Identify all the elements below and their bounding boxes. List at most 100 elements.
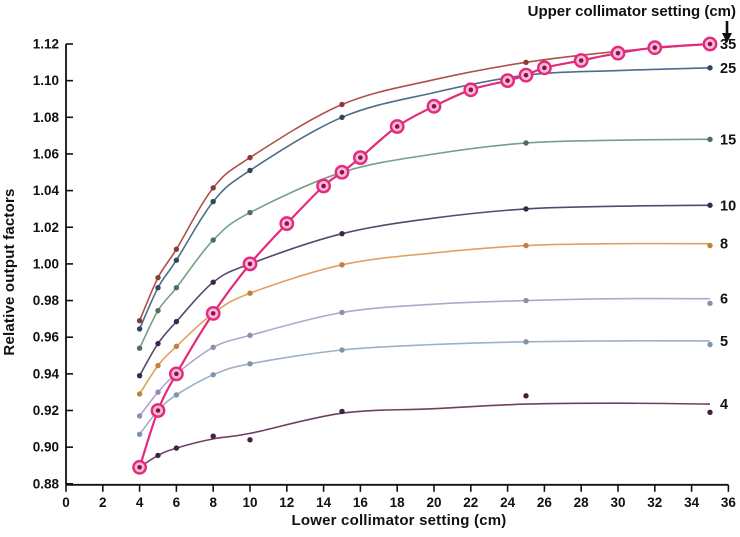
x-tick-label: 26	[537, 495, 553, 510]
curve-label-35: 35	[720, 37, 736, 53]
curve-8-marker	[523, 242, 529, 249]
x-tick-label: 0	[62, 495, 70, 510]
curve-25-marker	[210, 198, 216, 205]
curve-4-marker	[523, 393, 529, 399]
curve-15-marker	[155, 307, 161, 314]
x-tick-label: 30	[610, 495, 625, 510]
curve-10-marker	[210, 279, 216, 285]
curve-6-marker	[136, 413, 143, 419]
square-field-ring-center	[505, 78, 510, 83]
curve-10	[138, 204, 711, 377]
curve-15-marker	[210, 237, 216, 243]
curve-label-25: 25	[720, 61, 736, 77]
square-field-ring-center	[394, 124, 400, 129]
curve-35-marker	[247, 154, 253, 161]
curve-10-marker	[707, 202, 713, 208]
curve-5-marker	[707, 341, 713, 348]
square-field-ring-center	[578, 58, 584, 63]
square-field-ring-center	[652, 45, 658, 50]
curve-35-marker	[523, 59, 529, 66]
curve-10-marker	[523, 206, 529, 212]
square-field-ring-center	[358, 155, 363, 160]
curve-4-marker	[210, 433, 216, 439]
x-tick-label: 32	[647, 495, 662, 510]
square-field-ring-center	[155, 408, 161, 413]
y-tick-label: 0.96	[33, 330, 60, 345]
curve-4-marker	[247, 437, 253, 443]
square-field-ring-center	[542, 65, 547, 71]
curve-6	[138, 297, 711, 417]
y-axis-title: Relative output factors	[1, 188, 18, 356]
square-field-ring-center	[321, 183, 326, 189]
x-tick-label: 4	[136, 495, 144, 510]
x-tick-label: 6	[173, 495, 181, 510]
curve-6-marker	[210, 344, 216, 350]
curve-15-marker	[707, 136, 713, 142]
curve-35-marker	[173, 246, 180, 252]
x-tick-label: 28	[574, 495, 590, 510]
curve-label-5: 5	[720, 334, 728, 350]
x-tick-label: 36	[721, 495, 737, 510]
y-tick-label: 0.98	[33, 293, 60, 308]
curve-8-marker	[173, 343, 180, 350]
curve-35-marker	[136, 318, 143, 324]
x-tick-label: 12	[279, 495, 294, 510]
x-tick-label: 18	[390, 495, 406, 510]
y-tick-label: 1.04	[33, 183, 60, 198]
curve-5-marker	[136, 431, 143, 438]
square-field-ring-center	[707, 41, 713, 47]
curve-25-marker	[339, 114, 345, 121]
curve-5-marker	[173, 392, 180, 398]
curve-6-marker	[155, 389, 161, 395]
square-field-ring-center	[615, 50, 621, 56]
curve-35-marker	[155, 274, 161, 281]
curve-35-marker	[210, 185, 216, 191]
square-field-ring-center	[247, 261, 253, 267]
square-field-ring-center	[523, 72, 529, 78]
square-field-ring-center	[431, 104, 437, 109]
curve-35	[138, 43, 711, 322]
x-tick-label: 10	[242, 495, 257, 510]
upper-collimator-annotation: Upper collimator setting (cm)	[527, 3, 736, 20]
y-tick-label: 1.12	[33, 37, 59, 52]
x-tick-label: 20	[426, 495, 441, 510]
curve-label-10: 10	[720, 198, 736, 214]
curve-15-marker	[136, 345, 143, 351]
curve-10-marker	[136, 372, 143, 379]
curve-5-marker	[210, 372, 216, 378]
curve-label-6: 6	[720, 292, 728, 308]
down-arrow-head-icon	[722, 33, 732, 43]
square-field-ring-center	[284, 221, 290, 226]
curve-35-marker	[339, 101, 345, 108]
curve-6-marker	[339, 309, 345, 316]
x-tick-label: 24	[500, 495, 516, 510]
curve-8-marker	[247, 290, 253, 296]
curve-8-marker	[136, 391, 143, 397]
y-tick-label: 0.94	[33, 366, 60, 381]
curve-15-marker	[173, 285, 180, 291]
y-tick-label: 1.10	[33, 73, 59, 88]
curve-6-marker	[523, 297, 529, 304]
curve-15-marker	[247, 209, 253, 216]
curve-5	[138, 340, 711, 435]
curve-4-marker	[173, 445, 180, 451]
curve-15	[138, 138, 711, 349]
curve-4-marker	[339, 408, 345, 415]
curve-25-marker	[173, 257, 180, 263]
curve-10-marker	[339, 230, 345, 237]
curve-8-marker	[707, 242, 713, 249]
curve-5-marker	[339, 347, 345, 353]
square-field-ring-center	[174, 371, 179, 377]
x-tick-label: 22	[463, 495, 478, 510]
curve-25-marker	[707, 65, 713, 71]
curve-15-marker	[523, 140, 529, 146]
square-field-ring-center	[339, 169, 345, 175]
y-tick-label: 0.88	[33, 476, 60, 491]
curve-label-15: 15	[720, 132, 736, 148]
x-tick-label: 16	[353, 495, 369, 510]
curve-label-8: 8	[720, 237, 728, 253]
curve-4-marker	[155, 452, 161, 459]
square-field-ring-center	[468, 87, 474, 93]
curve-8-marker	[155, 362, 161, 369]
